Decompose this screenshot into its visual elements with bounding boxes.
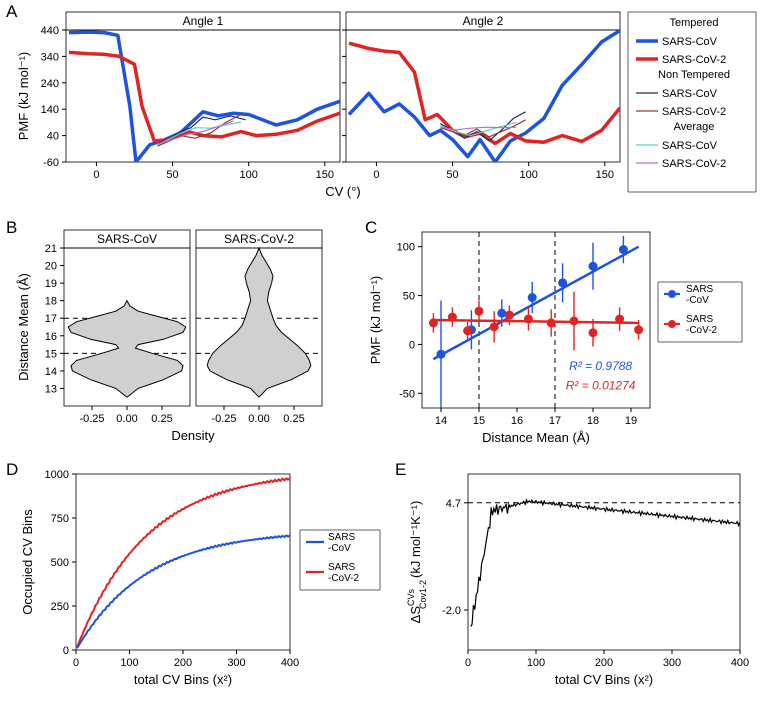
svg-text:400: 400 [281,657,299,669]
svg-text:SARS-CoV-2: SARS-CoV-2 [662,54,726,66]
svg-text:140: 140 [41,104,59,116]
svg-text:14: 14 [45,366,57,378]
svg-text:SARS-CoV: SARS-CoV [97,232,157,246]
svg-text:SARS-CoV-2: SARS-CoV-2 [662,158,726,170]
svg-text:SARS-CoV: SARS-CoV [662,140,718,152]
svg-text:400: 400 [731,657,749,669]
svg-text:100: 100 [120,657,138,669]
svg-text:total CV Bins (x²): total CV Bins (x²) [555,672,653,687]
svg-text:Occupied CV Bins: Occupied CV Bins [20,509,35,615]
svg-text:SARS-CoV: SARS-CoV [662,36,718,48]
svg-text:SARS: SARS [686,314,714,325]
svg-text:-CoV-2: -CoV-2 [686,325,718,336]
svg-text:300: 300 [227,657,245,669]
svg-text:440: 440 [41,25,59,37]
panel-c: 14 15 16 17 18 19 -50 0 50 100 R² = 0.9788 R² = 0.0… [364,226,748,460]
svg-text:-2.0: -2.0 [442,605,461,617]
svg-text:200: 200 [174,657,192,669]
svg-text:ΔSCVsCov1-2(kJ mol⁻¹K⁻¹): ΔSCVsCov1-2(kJ mol⁻¹K⁻¹) [406,501,428,624]
svg-text:300: 300 [663,657,681,669]
svg-text:Non Tempered: Non Tempered [658,69,730,81]
svg-text:0: 0 [373,169,379,181]
svg-text:21: 21 [45,243,57,255]
svg-text:Angle 1: Angle 1 [183,14,224,28]
svg-text:18: 18 [45,296,57,308]
svg-text:19: 19 [45,278,57,290]
svg-text:340: 340 [41,51,59,63]
svg-text:-0.25: -0.25 [211,413,236,425]
svg-text:4.7: 4.7 [446,498,461,510]
svg-text:250: 250 [51,601,69,613]
svg-text:18: 18 [587,415,599,427]
svg-text:0.00: 0.00 [116,413,137,425]
svg-text:R² = 0.01274: R² = 0.01274 [566,378,636,392]
svg-text:SARS-CoV-2: SARS-CoV-2 [224,232,294,246]
panel-e: 0 100 200 300 400 -2.0 4.7 ΔSCVsCov1-2(kJ mol⁻¹… [400,468,752,700]
svg-text:50: 50 [446,169,458,181]
svg-text:15: 15 [473,415,485,427]
svg-text:-0.25: -0.25 [79,413,104,425]
svg-text:500: 500 [51,557,69,569]
svg-text:150: 150 [596,169,614,181]
svg-text:1000: 1000 [45,469,69,481]
svg-text:0.00: 0.00 [248,413,269,425]
svg-text:100: 100 [527,657,545,669]
svg-text:240: 240 [41,78,59,90]
svg-text:SARS-CoV-2: SARS-CoV-2 [662,106,726,118]
svg-text:PMF (kJ mol⁻¹): PMF (kJ mol⁻¹) [16,52,31,140]
svg-text:150: 150 [316,169,334,181]
svg-text:50: 50 [403,291,415,303]
svg-text:Distance Mean (Å): Distance Mean (Å) [482,430,590,445]
svg-text:-50: -50 [399,388,415,400]
svg-text:100: 100 [239,169,257,181]
svg-text:-60: -60 [43,157,59,169]
svg-text:0: 0 [73,657,79,669]
svg-text:17: 17 [45,313,57,325]
svg-text:Density: Density [171,428,215,443]
panel-d: 0 100 200 300 400 0 250 500 750 1000 Occupied CV B… [14,468,394,700]
svg-text:0.25: 0.25 [151,413,172,425]
svg-text:SARS: SARS [328,532,356,543]
svg-text:PMF (kJ mol⁻¹): PMF (kJ mol⁻¹) [368,276,383,364]
svg-text:20: 20 [45,261,57,273]
svg-text:CV (°): CV (°) [325,184,361,199]
panel-b: SARS-CoV -0.25 0.00 0.25 13 14 15 16 17 18 19 20 21 S… [14,226,354,460]
svg-text:100: 100 [397,242,415,254]
svg-text:17: 17 [549,415,561,427]
svg-text:0: 0 [409,339,415,351]
svg-text:-CoV: -CoV [328,543,351,554]
svg-text:13: 13 [45,383,57,395]
svg-text:15: 15 [45,348,57,360]
svg-text:SARS-CoV: SARS-CoV [662,88,718,100]
svg-text:Average: Average [674,121,715,133]
svg-text:50: 50 [166,169,178,181]
svg-text:Tempered: Tempered [670,17,719,29]
svg-text:200: 200 [595,657,613,669]
svg-text:16: 16 [511,415,523,427]
svg-text:SARS: SARS [328,562,356,573]
svg-text:Distance Mean (Å): Distance Mean (Å) [16,273,31,381]
svg-text:0: 0 [465,657,471,669]
svg-text:750: 750 [51,513,69,525]
svg-text:19: 19 [625,415,637,427]
svg-text:-CoV: -CoV [686,295,709,306]
svg-text:0.25: 0.25 [283,413,304,425]
svg-text:Angle 2: Angle 2 [463,14,504,28]
panel-a: Angle 1 -60 40 140 240 340 440 0 50 100 150 Angle 2… [14,8,762,218]
svg-text:total CV Bins (x²): total CV Bins (x²) [134,672,232,687]
svg-text:0: 0 [63,645,69,657]
svg-text:R² = 0.9788: R² = 0.9788 [569,359,632,373]
svg-text:-CoV-2: -CoV-2 [328,573,360,584]
svg-text:40: 40 [47,131,59,143]
svg-text:SARS: SARS [686,284,714,295]
svg-text:14: 14 [435,415,447,427]
svg-text:0: 0 [93,169,99,181]
svg-text:16: 16 [45,331,57,343]
svg-text:100: 100 [519,169,537,181]
